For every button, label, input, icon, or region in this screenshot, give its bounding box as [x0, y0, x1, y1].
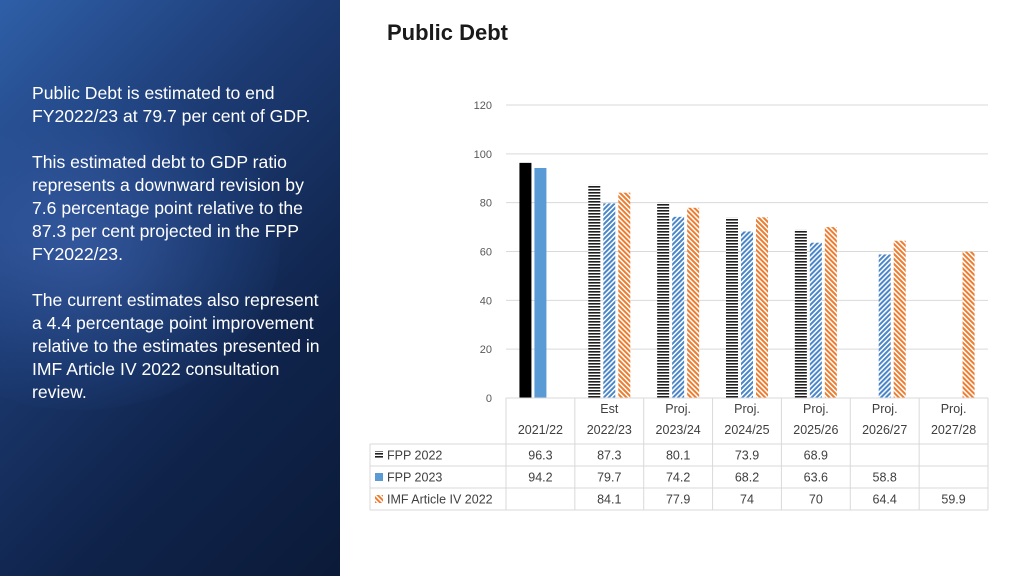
table-cell: 73.9	[735, 449, 759, 463]
body-text: Public Debt is estimated to end FY2022/2…	[32, 82, 322, 427]
y-tick-label: 40	[480, 295, 492, 307]
paragraph-1: Public Debt is estimated to end FY2022/2…	[32, 83, 311, 126]
y-tick-label: 60	[480, 247, 492, 259]
bar	[878, 254, 891, 398]
y-tick-label: 80	[480, 198, 492, 210]
y-tick-label: 100	[474, 149, 492, 161]
category-label: 2027/28	[931, 423, 976, 437]
y-tick-label: 0	[486, 393, 492, 405]
category-label: 2024/25	[724, 423, 769, 437]
category-label: 2025/26	[793, 423, 838, 437]
table-cell: 68.2	[735, 471, 759, 485]
table-cell: 84.1	[597, 493, 621, 507]
table-cell: 79.7	[597, 471, 621, 485]
bar	[809, 242, 822, 398]
table-cell: 87.3	[597, 449, 621, 463]
category-label: 2026/27	[862, 423, 907, 437]
table-cell: 74.2	[666, 471, 690, 485]
table-cell: 74	[740, 493, 754, 507]
table-cell: 96.3	[528, 449, 552, 463]
table-cell: 80.1	[666, 449, 690, 463]
table-cell: 59.9	[941, 493, 965, 507]
table-cell: 64.4	[873, 493, 897, 507]
category-top-label: Proj.	[803, 402, 829, 416]
category-label: 2021/22	[518, 423, 563, 437]
bar	[618, 192, 631, 398]
bar	[741, 231, 753, 398]
table-cell: 77.9	[666, 493, 690, 507]
bar	[962, 251, 975, 398]
legend-label: IMF Article IV 2022	[387, 493, 493, 507]
legend-swatch	[375, 495, 383, 503]
bar	[519, 162, 532, 398]
bar	[824, 227, 837, 398]
bar	[687, 207, 700, 398]
category-top-label: Proj.	[734, 402, 760, 416]
legend-swatch	[375, 473, 383, 481]
bar	[794, 229, 807, 398]
legend-label: FPP 2022	[387, 449, 442, 463]
bar	[534, 167, 547, 398]
legend-swatch	[375, 451, 383, 459]
table-cell: 63.6	[804, 471, 828, 485]
table-cell: 58.8	[873, 471, 897, 485]
table-cell: 94.2	[528, 471, 552, 485]
category-label: 2023/24	[656, 423, 701, 437]
bar	[756, 217, 768, 398]
category-top-label: Proj.	[665, 402, 691, 416]
category-top-label: Proj.	[872, 402, 898, 416]
category-top-label: Proj.	[941, 402, 967, 416]
y-tick-label: 120	[474, 100, 492, 112]
table-cell: 68.9	[804, 449, 828, 463]
bar	[588, 184, 601, 398]
left-panel: Public Debt is estimated to end FY2022/2…	[0, 0, 340, 576]
page-title: Public Debt	[387, 20, 509, 45]
bar	[672, 216, 685, 398]
paragraph-3: The current estimates also represent a 4…	[32, 290, 320, 402]
legend-label: FPP 2023	[387, 471, 442, 485]
y-tick-label: 20	[480, 344, 492, 356]
bar	[726, 217, 738, 398]
table-cell: 70	[809, 493, 823, 507]
bar	[603, 203, 616, 398]
category-top-label: Est	[600, 402, 619, 416]
bar	[657, 202, 670, 398]
category-label: 2022/23	[587, 423, 632, 437]
bar	[893, 240, 906, 398]
paragraph-2: This estimated debt to GDP ratio represe…	[32, 152, 304, 264]
